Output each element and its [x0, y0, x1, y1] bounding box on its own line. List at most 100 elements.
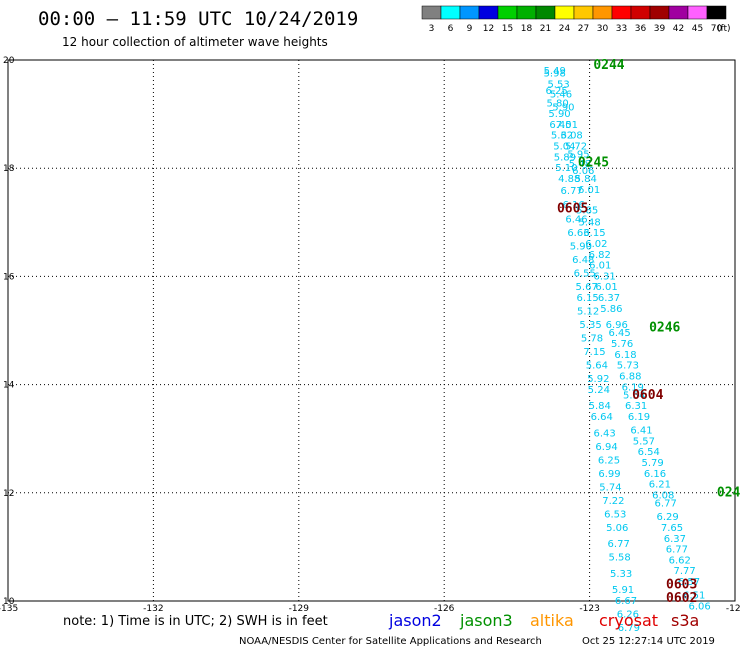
wave-height-value: 7.15	[583, 347, 605, 358]
wave-height-value: 6.88	[619, 371, 641, 382]
wave-height-value: 5.79	[641, 458, 663, 469]
wave-height-value: 6.15	[577, 293, 599, 304]
y-tick-label: 10	[3, 597, 15, 607]
legend-swatch-label: 30	[597, 24, 609, 34]
wave-height-value: 5.35	[579, 320, 601, 331]
satellite-name: jason3	[459, 611, 513, 630]
wave-height-value: 6.01	[589, 261, 611, 272]
wave-height-value: 7.65	[661, 523, 683, 534]
wave-height-value: 6.37	[598, 293, 620, 304]
legend-swatch-label: 21	[540, 24, 551, 34]
wave-height-value: 5.12	[577, 307, 599, 318]
legend-swatch	[611, 5, 632, 20]
y-tick-label: 16	[3, 272, 15, 282]
legend-unit: (ft)	[717, 24, 731, 34]
wave-height-value: 6.41	[630, 426, 652, 437]
x-tick-label: -129	[289, 604, 310, 614]
wave-height-value: 5.74	[599, 482, 621, 493]
y-tick-label: 14	[3, 381, 15, 391]
credit-text: NOAA/NESDIS Center for Satellite Applica…	[239, 636, 542, 647]
wave-height-value: 5.90	[570, 242, 592, 253]
pass-time-label: 0245	[578, 155, 609, 170]
wave-height-value: 5.48	[578, 217, 600, 228]
legend-swatch-label: 33	[616, 24, 627, 34]
satellite-name: altika	[530, 611, 574, 630]
x-tick-label: -123	[579, 604, 599, 614]
legend-swatch-label: 42	[673, 24, 684, 34]
wave-height-value: 6.64	[591, 412, 613, 423]
wave-height-value: 6.43	[593, 428, 615, 439]
wave-height-value: 5.73	[617, 361, 639, 372]
legend-swatch-label: 6	[448, 24, 454, 34]
legend-swatch	[535, 5, 556, 20]
legend-swatch-label: 45	[692, 24, 703, 34]
wave-height-value: 6.99	[598, 469, 620, 480]
wave-height-value: 6.25	[598, 455, 620, 466]
x-tick-label: -132	[143, 604, 163, 614]
wave-height-value: 6.31	[625, 401, 647, 412]
wave-height-value: 6.46	[565, 215, 587, 226]
chart-subtitle: 12 hour collection of altimeter wave hei…	[62, 35, 328, 49]
plot-area: -135 -132 -129 -126 -123 -12( 10 12 14 16 18 20 5.…	[0, 56, 740, 634]
wave-height-value: 6.08	[652, 491, 674, 502]
satellite-name: jason2	[388, 611, 442, 630]
satellite-legend: jason2 jason3 altika cryosat s3a	[388, 611, 699, 630]
wave-height-value: 5.33	[610, 569, 632, 580]
y-axis-ticks: 10 12 14 16 18 20	[3, 56, 15, 607]
wave-height-value: 6.02	[585, 239, 607, 250]
pass-time-label: 0605	[557, 201, 588, 216]
wave-height-value: 6.77	[561, 186, 583, 197]
wave-height-value: 6.01	[578, 185, 600, 196]
wave-height-value: 6.19	[628, 412, 650, 423]
legend-swatch	[573, 5, 594, 20]
wave-height-value: 7.77	[673, 566, 695, 577]
legend-swatch	[592, 5, 613, 20]
wave-height-value: 6.18	[614, 350, 636, 361]
x-tick-label: -135	[0, 604, 18, 614]
wave-height-value: 6.15	[583, 228, 605, 239]
legend-swatch	[440, 5, 461, 20]
wave-height-value: 5.86	[600, 304, 622, 315]
wave-height-value: 5.72	[565, 142, 587, 153]
wave-height-value: 6.16	[644, 469, 666, 480]
legend-swatch-label: 70	[711, 24, 723, 34]
legend-swatch	[687, 5, 708, 20]
wave-height-legend: 3 6 9 12 15 18 21 24 27 30 33 36 39 42 45 70	[421, 5, 727, 34]
wave-height-value: 4.88	[558, 174, 580, 185]
wave-height-value: 6.77	[666, 545, 688, 556]
wave-height-value: 6.63	[567, 228, 589, 239]
legend-swatch-label: 36	[635, 24, 647, 34]
wave-height-value: 6.06	[572, 166, 594, 177]
wave-height-value: 6.19	[622, 382, 644, 393]
wave-height-value: 6.08	[561, 131, 583, 142]
wave-height-value: 6.31	[593, 271, 615, 282]
wave-height-value: 5.46	[550, 90, 572, 101]
legend-swatch-label: 39	[654, 24, 666, 34]
legend-swatch	[459, 5, 480, 20]
y-tick-label: 18	[3, 164, 15, 174]
legend-swatch	[478, 5, 499, 20]
legend-swatch-label: 24	[559, 24, 571, 34]
wave-height-value: 5.80	[546, 98, 568, 109]
legend-swatch-label: 3	[429, 24, 435, 34]
wave-height-value: 5.90	[552, 103, 574, 114]
wave-height-value: 6.53	[604, 509, 626, 520]
legend-swatch-label: 27	[578, 24, 589, 34]
wave-height-value: 5.57	[633, 436, 655, 447]
wave-height-value: 6.29	[656, 512, 678, 523]
timestamp-text: Oct 25 12:27:14 UTC 2019	[582, 636, 715, 647]
pass-time-label: 0602	[666, 591, 697, 606]
wave-height-value: 6.45	[609, 328, 631, 339]
wave-height-value: 5.53	[547, 79, 569, 90]
wave-height-value: 5.58	[609, 553, 631, 564]
wave-height-value: 6.96	[606, 320, 628, 331]
wave-height-value: 6.51	[683, 591, 705, 602]
units-note: note: 1) Time is in UTC; 2) SWH is in fe…	[63, 614, 328, 629]
wave-height-value: 5.90	[548, 109, 570, 120]
wave-height-value: 6.48	[572, 255, 594, 266]
wave-height-value: 6.77	[608, 539, 630, 550]
wave-height-value: 6.45	[549, 120, 571, 131]
wave-height-value: 5.95	[567, 150, 589, 161]
wave-height-value: 6.67	[615, 596, 637, 607]
